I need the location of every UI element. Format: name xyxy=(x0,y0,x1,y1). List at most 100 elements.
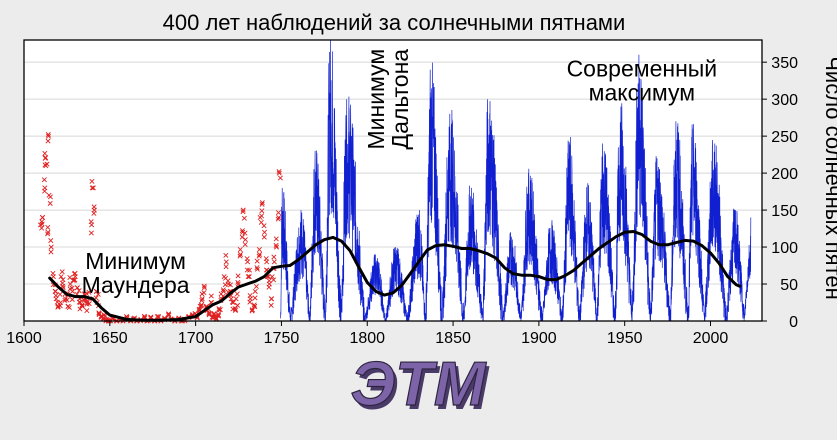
early-point xyxy=(256,247,262,253)
y-tick-label-350: 350 xyxy=(771,55,798,72)
x-tick-label-1650: 1650 xyxy=(92,330,128,347)
early-point xyxy=(198,302,204,308)
early-point xyxy=(45,131,51,138)
early-point xyxy=(86,301,92,307)
chart-title: 400 лет наблюдений за солнечными пятнами xyxy=(163,10,626,35)
early-point xyxy=(90,185,96,191)
early-point xyxy=(141,313,147,319)
x-tick-label-1600: 1600 xyxy=(6,330,42,347)
early-point xyxy=(259,213,265,219)
early-point xyxy=(66,304,72,311)
early-point xyxy=(67,281,73,287)
trend-line xyxy=(48,230,742,322)
early-point xyxy=(276,168,282,174)
early-point xyxy=(89,185,95,191)
y-tick-label-150: 150 xyxy=(771,203,798,220)
logo-text: ЭТМ xyxy=(351,350,487,419)
annotation-line: Современный xyxy=(567,56,718,82)
early-point xyxy=(225,278,231,284)
early-point xyxy=(60,283,66,289)
early-point xyxy=(268,296,274,302)
early-point xyxy=(211,312,217,318)
early-point xyxy=(242,237,248,243)
early-point xyxy=(271,259,277,265)
annotation-line: Маундера xyxy=(82,272,190,298)
early-point xyxy=(235,273,241,279)
early-point xyxy=(47,200,53,206)
logo-shadow: ЭТМ xyxy=(354,354,490,423)
early-point xyxy=(47,194,53,200)
early-point xyxy=(230,299,236,306)
early-point xyxy=(199,296,205,302)
early-point xyxy=(48,249,54,255)
early-point xyxy=(70,277,76,283)
early-point xyxy=(249,307,255,313)
early-point xyxy=(246,274,252,280)
early-point xyxy=(271,277,277,283)
x-tick-label-2000: 2000 xyxy=(693,330,729,347)
early-point xyxy=(257,251,263,257)
early-point xyxy=(215,311,221,317)
early-point xyxy=(269,274,275,280)
early-point xyxy=(39,214,45,220)
early-point xyxy=(242,230,248,236)
early-point xyxy=(273,236,279,242)
monthly-series xyxy=(280,39,752,323)
early-point xyxy=(211,311,217,317)
early-point xyxy=(148,314,154,320)
early-point xyxy=(235,279,241,285)
early-point xyxy=(53,293,59,299)
early-point xyxy=(273,242,279,248)
early-point xyxy=(249,308,255,314)
early-point xyxy=(43,155,49,161)
early-point xyxy=(76,288,82,294)
early-point xyxy=(45,224,51,230)
monthly-line xyxy=(280,39,752,323)
trend-series xyxy=(48,230,742,322)
early-point xyxy=(74,285,80,291)
early-point xyxy=(57,291,63,297)
early-point xyxy=(45,231,51,237)
early-point xyxy=(237,251,244,257)
early-point xyxy=(45,229,51,235)
early-point xyxy=(39,221,45,227)
early-point xyxy=(232,307,238,313)
early-point xyxy=(227,282,233,288)
early-point xyxy=(234,291,240,297)
early-point xyxy=(271,254,277,260)
early-point xyxy=(251,302,257,308)
early-point xyxy=(275,216,281,222)
y-tick-label-300: 300 xyxy=(771,92,798,109)
early-point xyxy=(252,288,258,294)
early-point xyxy=(237,253,243,259)
y-tick-label-100: 100 xyxy=(771,240,798,257)
y-tick-label-0: 0 xyxy=(789,314,798,331)
early-point xyxy=(50,270,56,276)
early-point xyxy=(223,252,229,258)
x-tick-label-1800: 1800 xyxy=(349,330,385,347)
early-point xyxy=(45,133,52,139)
early-point xyxy=(256,253,262,259)
early-point xyxy=(209,314,215,320)
early-point xyxy=(259,200,265,206)
early-point xyxy=(55,304,61,310)
early-point xyxy=(196,306,202,312)
early-point xyxy=(266,284,272,290)
early-point xyxy=(72,277,78,283)
early-point xyxy=(91,210,97,216)
annotation-line: Минимум xyxy=(363,49,389,150)
early-point xyxy=(45,138,51,144)
early-point xyxy=(156,314,162,320)
early-point xyxy=(42,188,48,194)
early-point xyxy=(244,256,250,262)
early-point xyxy=(42,150,48,156)
early-point xyxy=(69,285,75,291)
early-point xyxy=(59,269,65,275)
y-tick-label-250: 250 xyxy=(771,129,798,146)
early-point xyxy=(239,234,245,240)
plot-frame xyxy=(23,39,763,322)
early-point xyxy=(44,161,50,167)
